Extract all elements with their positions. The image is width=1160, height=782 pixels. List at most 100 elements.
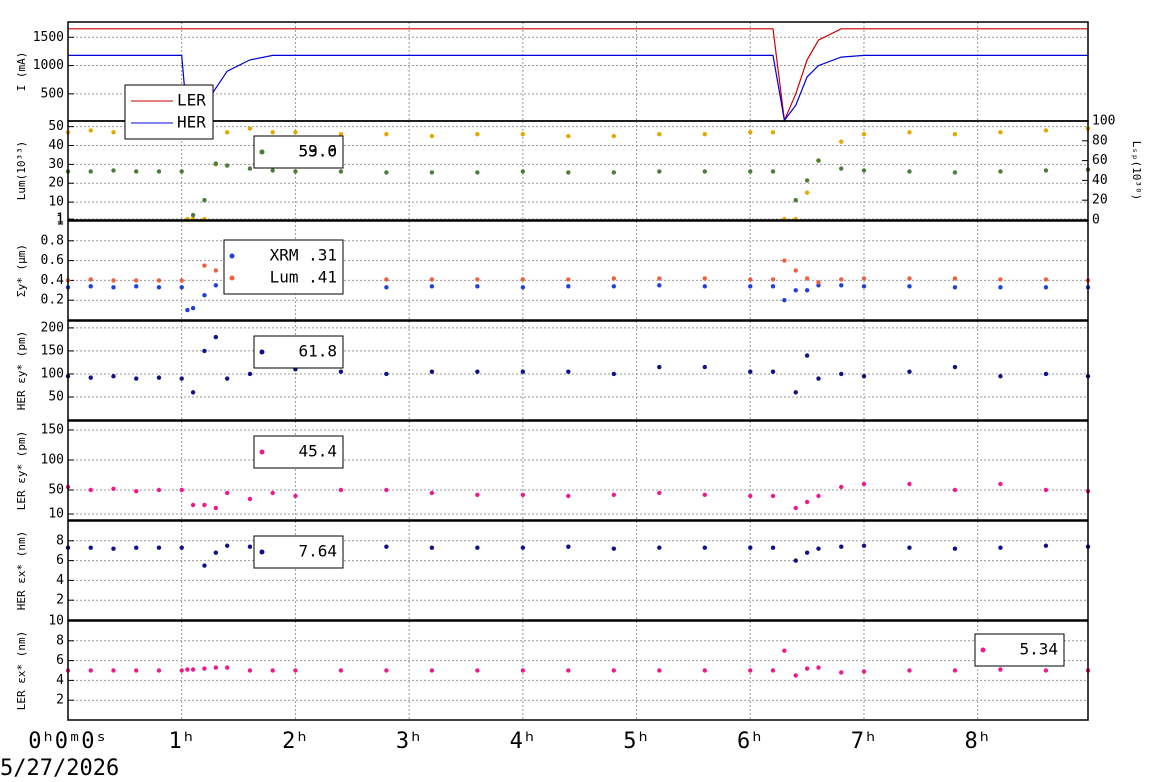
y-axis-label: I (mA) [15,52,28,92]
point [520,668,526,673]
y2-tick-label: 100 [1092,114,1115,129]
point [213,161,219,166]
point [156,487,162,493]
point [213,550,219,555]
panel-frame [67,620,1089,721]
point [520,277,526,282]
point [88,375,93,380]
point [384,285,389,290]
legend-label: 7.64 [298,542,337,561]
point [907,276,912,281]
point [770,493,776,499]
y-tick-label: 6 [56,653,64,668]
y2-tick-label: 60 [1092,153,1108,168]
point [566,369,571,374]
y2-tick-label: 20 [1092,193,1108,208]
legend-box [124,84,214,140]
point [179,169,184,174]
y-tick-label: 8 [56,633,64,648]
point [804,276,810,281]
point [156,285,162,290]
point [702,169,707,174]
point [861,276,867,281]
point [804,178,810,183]
y-tick-label: 2 [56,593,64,608]
point [566,544,571,549]
point [293,169,298,174]
y-axis-label: HER εy* (pm) [15,331,28,410]
point [384,277,389,282]
point [338,369,344,374]
legend-swatch [229,275,235,281]
point [338,132,344,137]
point [702,668,707,673]
point [156,545,162,550]
point [770,277,776,282]
point [202,348,207,354]
legend-label: HER [177,113,206,132]
y-axis-label: Σy* (μm) [15,244,28,297]
y-tick-label: 200 [41,320,64,335]
point [213,268,219,273]
point [1043,168,1049,173]
point [190,667,196,672]
point [1043,668,1049,673]
point [952,276,958,281]
point [804,499,810,505]
point [475,545,480,550]
point [816,376,821,381]
x-tick-label: 8ʰ [964,729,991,754]
point [429,545,435,550]
point [566,277,571,282]
point [782,648,787,653]
point [907,169,912,174]
point [202,666,207,671]
point [611,371,617,377]
point [702,364,707,370]
point [861,481,867,487]
point [782,298,787,303]
point [952,487,958,493]
legend-swatch [229,253,235,259]
point [338,487,344,493]
point [839,484,844,490]
point [1043,487,1049,493]
point [566,284,571,289]
point [247,166,253,171]
point [770,284,776,289]
y-tick-label: 50 [48,119,64,134]
legend-box [253,135,344,169]
point [998,169,1003,174]
x-tick-label: 5ʰ [623,729,650,754]
x-tick-label: 3ʰ [396,729,423,754]
point [952,132,958,137]
point [657,364,662,370]
point [429,369,435,374]
point [338,169,344,174]
point [566,170,571,175]
point [907,284,912,289]
point [657,169,662,174]
point [816,665,821,670]
point [429,668,435,673]
point [190,305,196,311]
y-axis-label: HER εx* (nm) [15,531,28,610]
legend-label: Lum .41 [270,268,337,287]
legend-box [253,535,344,569]
point [213,283,219,288]
point [793,198,798,203]
point [156,375,162,380]
point [657,668,662,673]
point [611,668,617,673]
point [748,493,753,499]
point [907,130,912,135]
point [111,285,116,290]
point [384,487,389,493]
point [748,277,753,282]
point [907,545,912,550]
point [190,390,196,395]
legend-label: 59.0 [298,142,337,161]
point [247,126,253,131]
point [657,283,662,288]
